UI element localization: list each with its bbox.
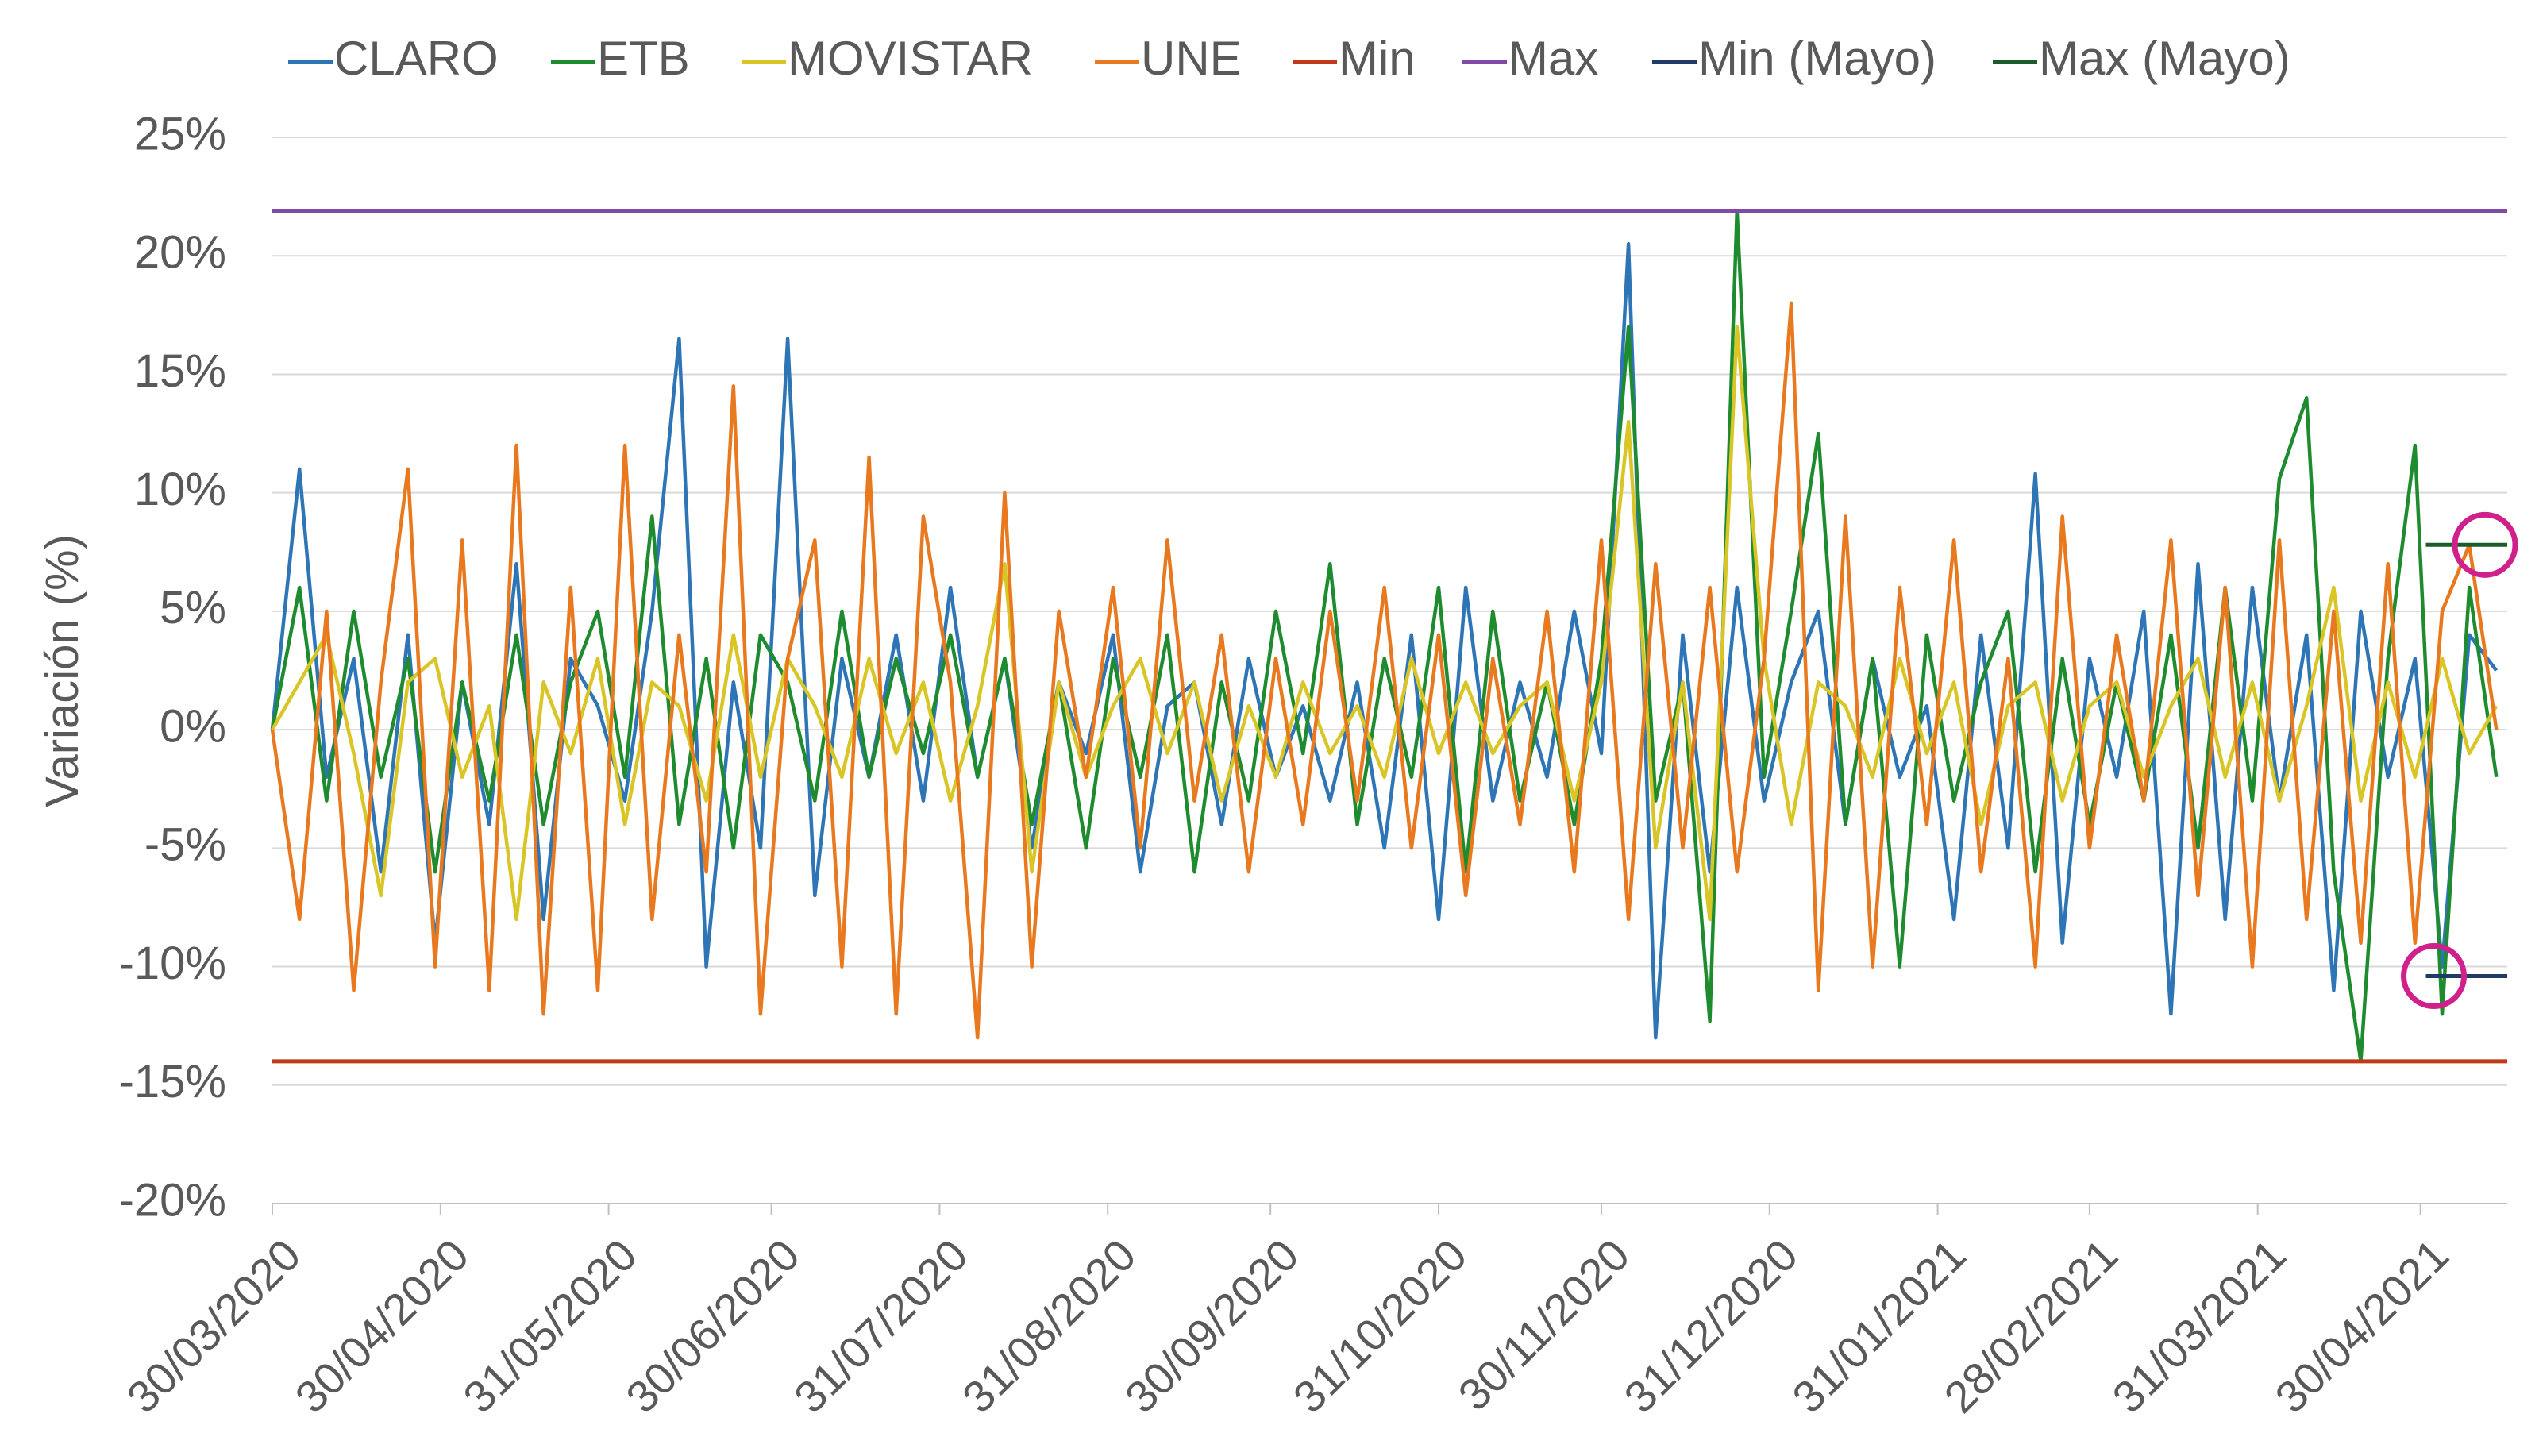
x-tick-label: 31/03/2021 [2102, 1230, 2295, 1423]
x-tick-label: 30/04/2021 [2265, 1230, 2458, 1423]
series-line [270, 242, 2499, 1040]
legend-label: Max [1508, 32, 1598, 85]
y-tick-label: 10% [134, 464, 226, 515]
legend-label: Min [1339, 32, 1416, 85]
x-tick-label: 30/09/2020 [1115, 1230, 1308, 1423]
y-tick-label: 25% [134, 108, 226, 160]
y-axis-title: Variación (%) [37, 534, 88, 807]
legend-label: Max (Mayo) [2039, 32, 2290, 85]
x-tick-label: 30/03/2020 [118, 1230, 310, 1423]
x-tick-label: 31/07/2020 [784, 1230, 977, 1423]
y-tick-label: 5% [160, 582, 226, 634]
highlight-circle [2452, 511, 2518, 578]
legend-label: ETB [597, 32, 690, 85]
y-tick-label: -10% [119, 938, 226, 989]
y-tick-label: -15% [119, 1056, 226, 1107]
series-line [271, 325, 2499, 922]
x-tick-label: 31/08/2020 [953, 1230, 1146, 1423]
highlight-circle [2401, 942, 2468, 1009]
y-tick-label: 0% [160, 700, 226, 752]
legend-label: MOVISTAR [788, 32, 1033, 85]
legend-label: Min (Mayo) [1698, 32, 1936, 85]
legend-label: UNE [1141, 32, 1242, 85]
x-tick-label: 31/12/2020 [1614, 1230, 1807, 1423]
series-line [270, 301, 2499, 1040]
y-tick-label: 15% [134, 345, 226, 397]
x-tick-label: 30/06/2020 [616, 1230, 809, 1423]
x-tick-label: 30/04/2020 [285, 1230, 478, 1423]
legend-label: CLARO [334, 32, 499, 85]
y-tick-label: -5% [144, 819, 226, 871]
x-tick-label: 31/05/2020 [453, 1230, 646, 1423]
y-tick-label: -20% [119, 1174, 226, 1226]
y-tick-label: 20% [134, 227, 226, 279]
series-line [270, 209, 2499, 1064]
x-tick-label: 31/10/2020 [1284, 1230, 1477, 1423]
x-tick-label: 30/11/2020 [1449, 1230, 1639, 1420]
